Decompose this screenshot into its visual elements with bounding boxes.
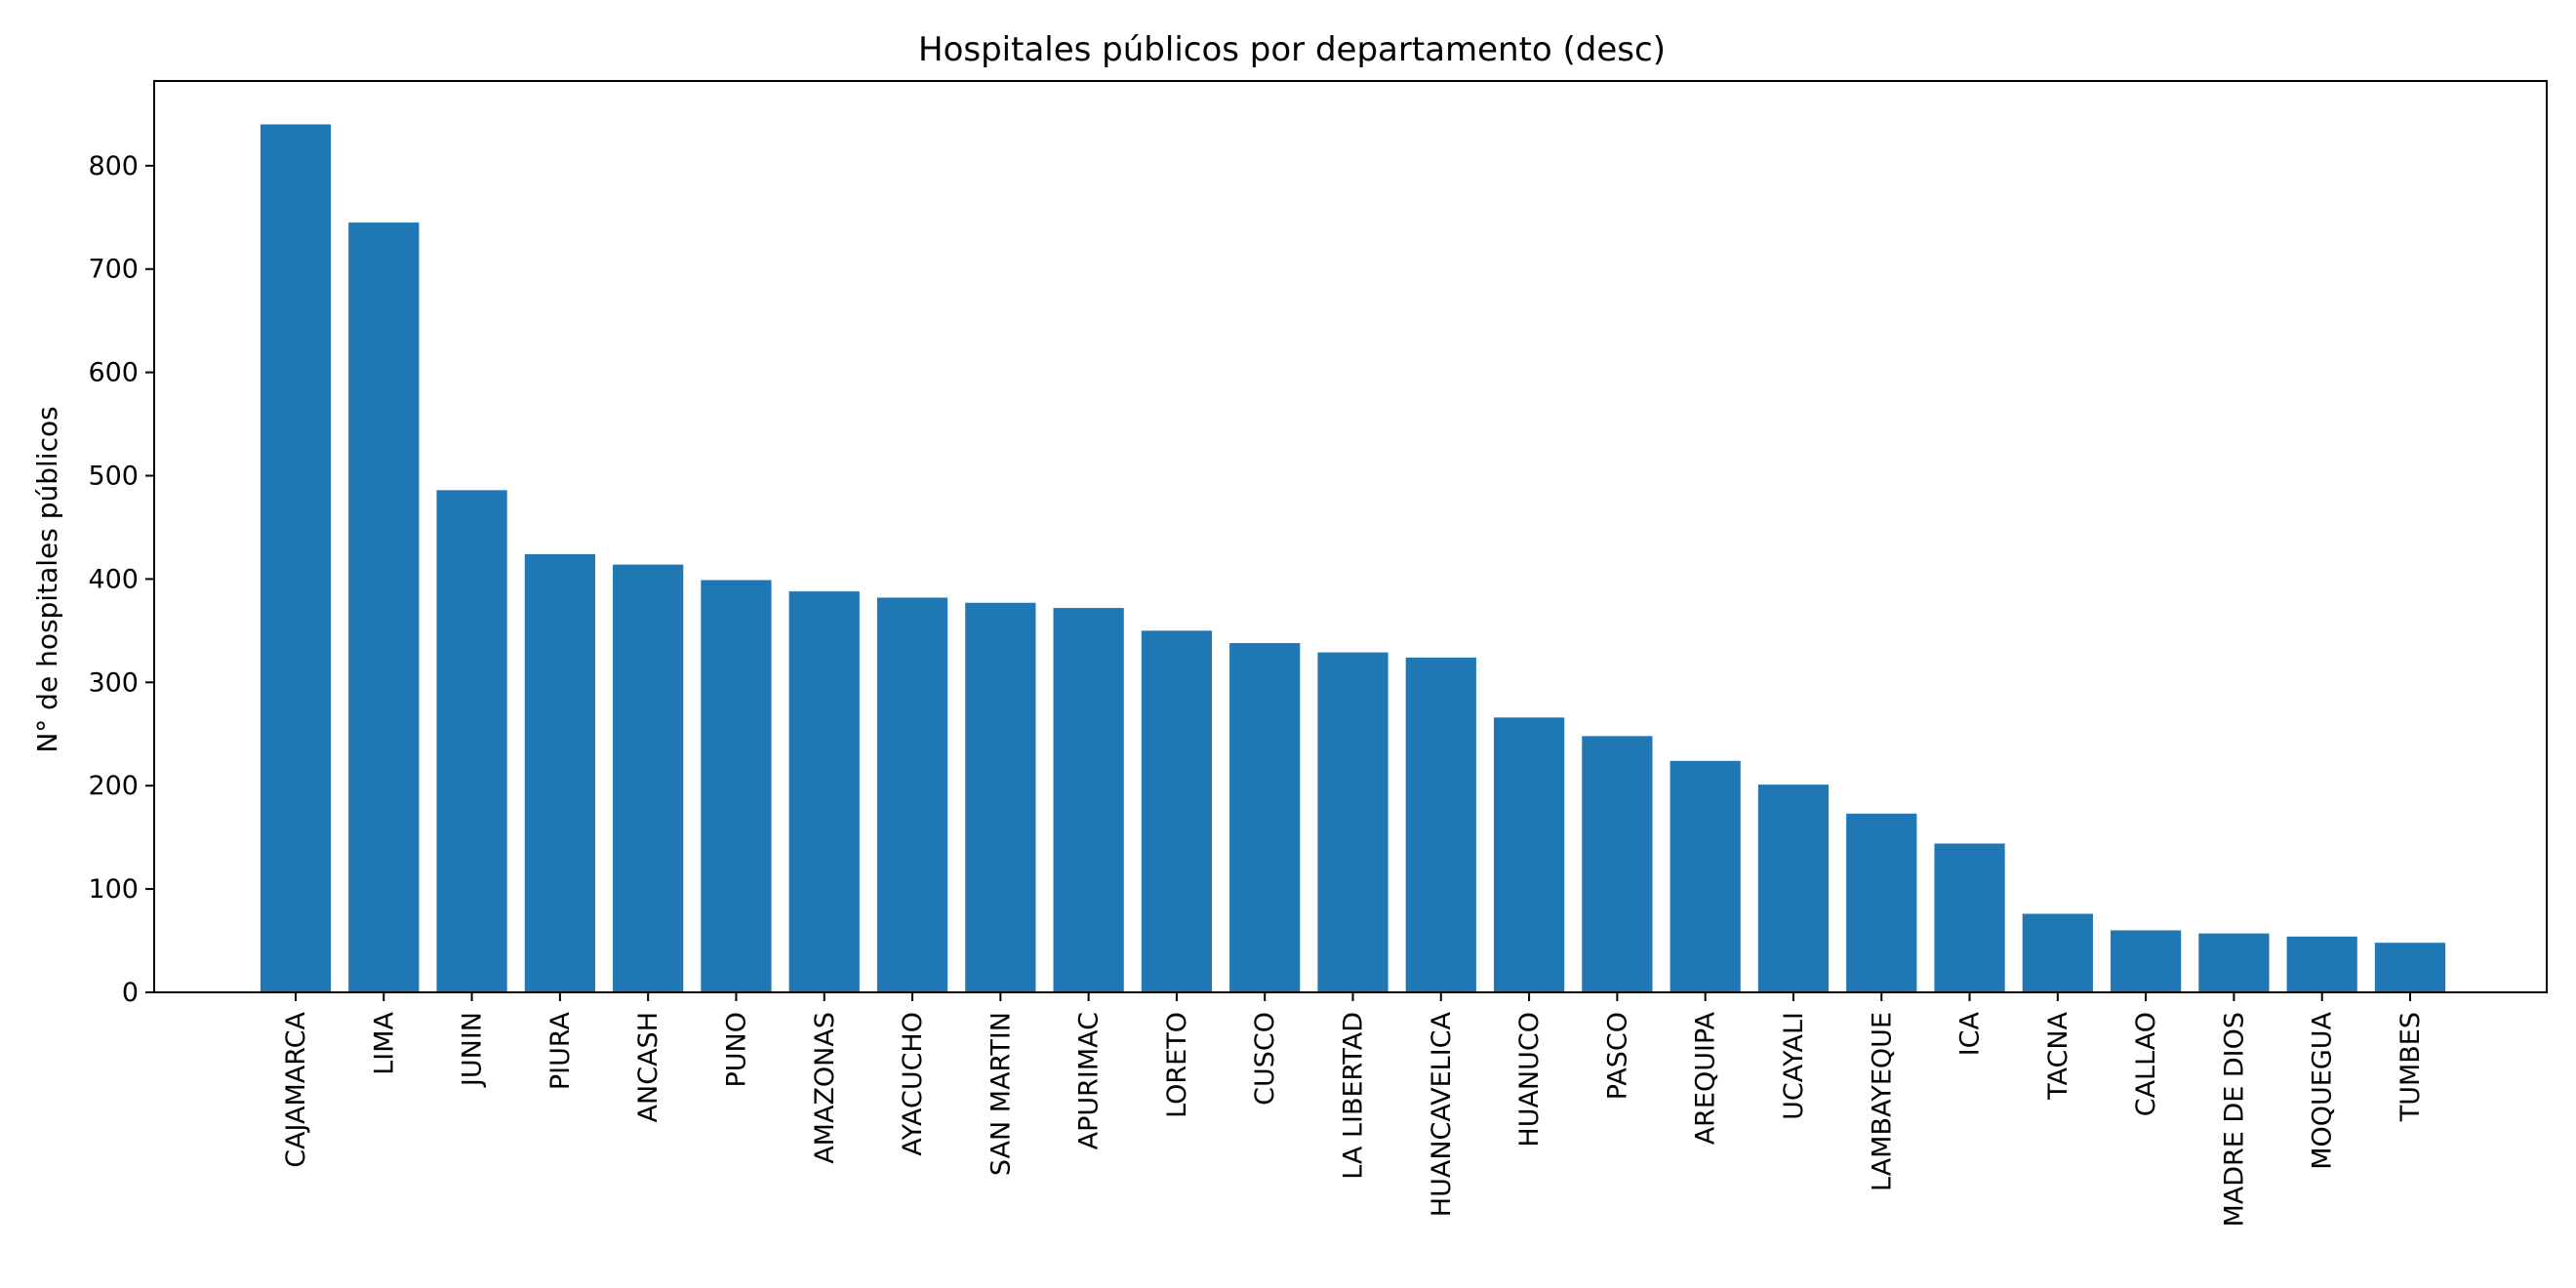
bar-tacna: [2022, 913, 2093, 992]
bar-ucayali: [1757, 785, 1830, 992]
y-tick-label: 600: [88, 358, 139, 388]
bar-lima: [348, 222, 420, 992]
x-tick-label: SAN MARTIN: [986, 1012, 1016, 1176]
x-tick-label: CALLAO: [2131, 1012, 2161, 1116]
x-axis: CAJAMARCA LIMA JUNIN PIURA ANCASH PUNO AMAZONA…: [281, 992, 2426, 1228]
chart-title: Hospitales públicos por departamento (de…: [918, 30, 1666, 69]
bar-la-libertad: [1317, 652, 1389, 992]
bar-moquegua: [2286, 936, 2357, 992]
y-tick-label: 400: [88, 564, 139, 594]
x-tick-label: TACNA: [2043, 1011, 2073, 1100]
x-tick-label: ANCASH: [633, 1012, 664, 1122]
x-tick-label: MADRE DE DIOS: [2219, 1012, 2249, 1228]
x-tick-label: PASCO: [1602, 1012, 1632, 1100]
x-tick-label: CUSCO: [1250, 1012, 1280, 1106]
bar-madre-de-dios: [2198, 933, 2270, 992]
x-tick-label: JUNIN: [458, 1012, 488, 1088]
bar-loreto: [1141, 630, 1213, 992]
y-axis: 0 100 200 300 400 500 600 700 800: [88, 151, 154, 1008]
x-tick-label: LA LIBERTAD: [1339, 1012, 1369, 1180]
x-tick-label: APURIMAC: [1074, 1012, 1105, 1149]
x-tick-label: MOQUEGUA: [2308, 1011, 2338, 1169]
x-tick-label: LORETO: [1162, 1012, 1192, 1118]
bar-callao: [2111, 930, 2182, 992]
y-tick-label: 100: [88, 874, 139, 905]
bar-apurimac: [1053, 608, 1124, 992]
x-tick-label: PUNO: [721, 1012, 751, 1088]
y-axis-label: N° de hospitales públicos: [31, 406, 63, 752]
bar-junin: [436, 490, 507, 993]
x-tick-label: LAMBAYEQUE: [1867, 1012, 1897, 1191]
bar-san-martin: [965, 602, 1036, 992]
x-tick-label: HUANUCO: [1514, 1012, 1545, 1147]
y-tick-label: 800: [88, 151, 139, 181]
x-tick-label: ICA: [1955, 1011, 1986, 1056]
x-tick-label: TUMBES: [2395, 1012, 2426, 1122]
bar-piura: [524, 554, 595, 992]
x-tick-label: AYACUCHO: [898, 1012, 928, 1156]
x-tick-label: LIMA: [369, 1011, 399, 1074]
bar-ayacucho: [876, 597, 948, 992]
x-tick-label: AMAZONAS: [810, 1012, 840, 1164]
bar-cusco: [1229, 643, 1301, 992]
bar-amazonas: [788, 591, 860, 992]
bar-lambayeque: [1846, 813, 1917, 992]
y-tick-label: 200: [88, 771, 139, 801]
x-tick-label: CAJAMARCA: [281, 1011, 311, 1167]
bars-group: [260, 124, 2446, 993]
x-tick-label: AREQUIPA: [1691, 1011, 1721, 1145]
bar-huanuco: [1493, 717, 1565, 992]
plot-frame: [153, 80, 2548, 993]
bar-ancash: [613, 564, 684, 992]
y-tick-label: 500: [88, 462, 139, 492]
x-tick-label: UCAYALI: [1779, 1012, 1809, 1120]
y-tick-label: 300: [88, 667, 139, 698]
bar-ica: [1934, 843, 2005, 992]
bar-tumbes: [2374, 943, 2446, 992]
y-tick-label: 700: [88, 255, 139, 285]
bar-huancavelica: [1405, 657, 1476, 992]
y-tick-label: 0: [122, 978, 139, 1008]
bar-puno: [701, 580, 772, 992]
bar-cajamarca: [260, 124, 332, 993]
bar-pasco: [1582, 736, 1653, 992]
x-tick-label: HUANCAVELICA: [1427, 1011, 1457, 1217]
bar-arequipa: [1670, 760, 1741, 992]
x-tick-label: PIURA: [545, 1011, 576, 1090]
